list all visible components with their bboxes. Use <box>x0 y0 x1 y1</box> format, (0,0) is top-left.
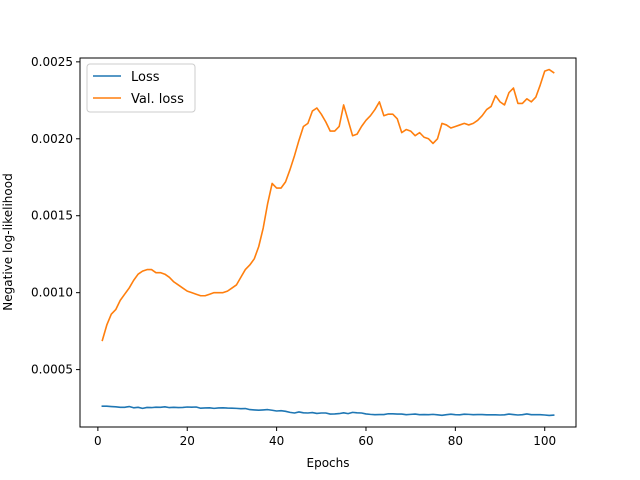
series-layer <box>101 68 555 417</box>
y-tick-label: 0.0020 <box>31 132 73 146</box>
x-tick-label: 80 <box>448 434 463 448</box>
x-ticks: 0 20 40 60 80 100 <box>94 427 556 448</box>
series-line-1 <box>101 68 555 342</box>
axes-frame <box>79 57 577 428</box>
y-tick-label: 0.0015 <box>31 209 73 223</box>
y-tick-label: 0.0005 <box>31 363 73 377</box>
series-line-0 <box>101 405 555 417</box>
x-axis-label: Epochs <box>307 456 350 470</box>
y-tick-label: 0.0025 <box>31 55 73 69</box>
x-tick-label: 100 <box>533 434 556 448</box>
legend: Loss Val. loss <box>86 63 196 113</box>
x-tick-label: 20 <box>180 434 195 448</box>
y-ticks: 0.0005 0.0010 0.0015 0.0020 0.0025 <box>31 55 80 377</box>
y-axis-label: Negative log-likelihood <box>1 173 15 310</box>
x-tick-label: 0 <box>94 434 102 448</box>
plot-border <box>79 57 577 428</box>
legend-label-0: Loss <box>131 70 160 85</box>
plot-area <box>80 58 576 427</box>
x-tick-label: 40 <box>269 434 284 448</box>
y-tick-label: 0.0010 <box>31 286 73 300</box>
x-tick-label: 60 <box>358 434 373 448</box>
legend-label-1: Val. loss <box>131 92 184 107</box>
